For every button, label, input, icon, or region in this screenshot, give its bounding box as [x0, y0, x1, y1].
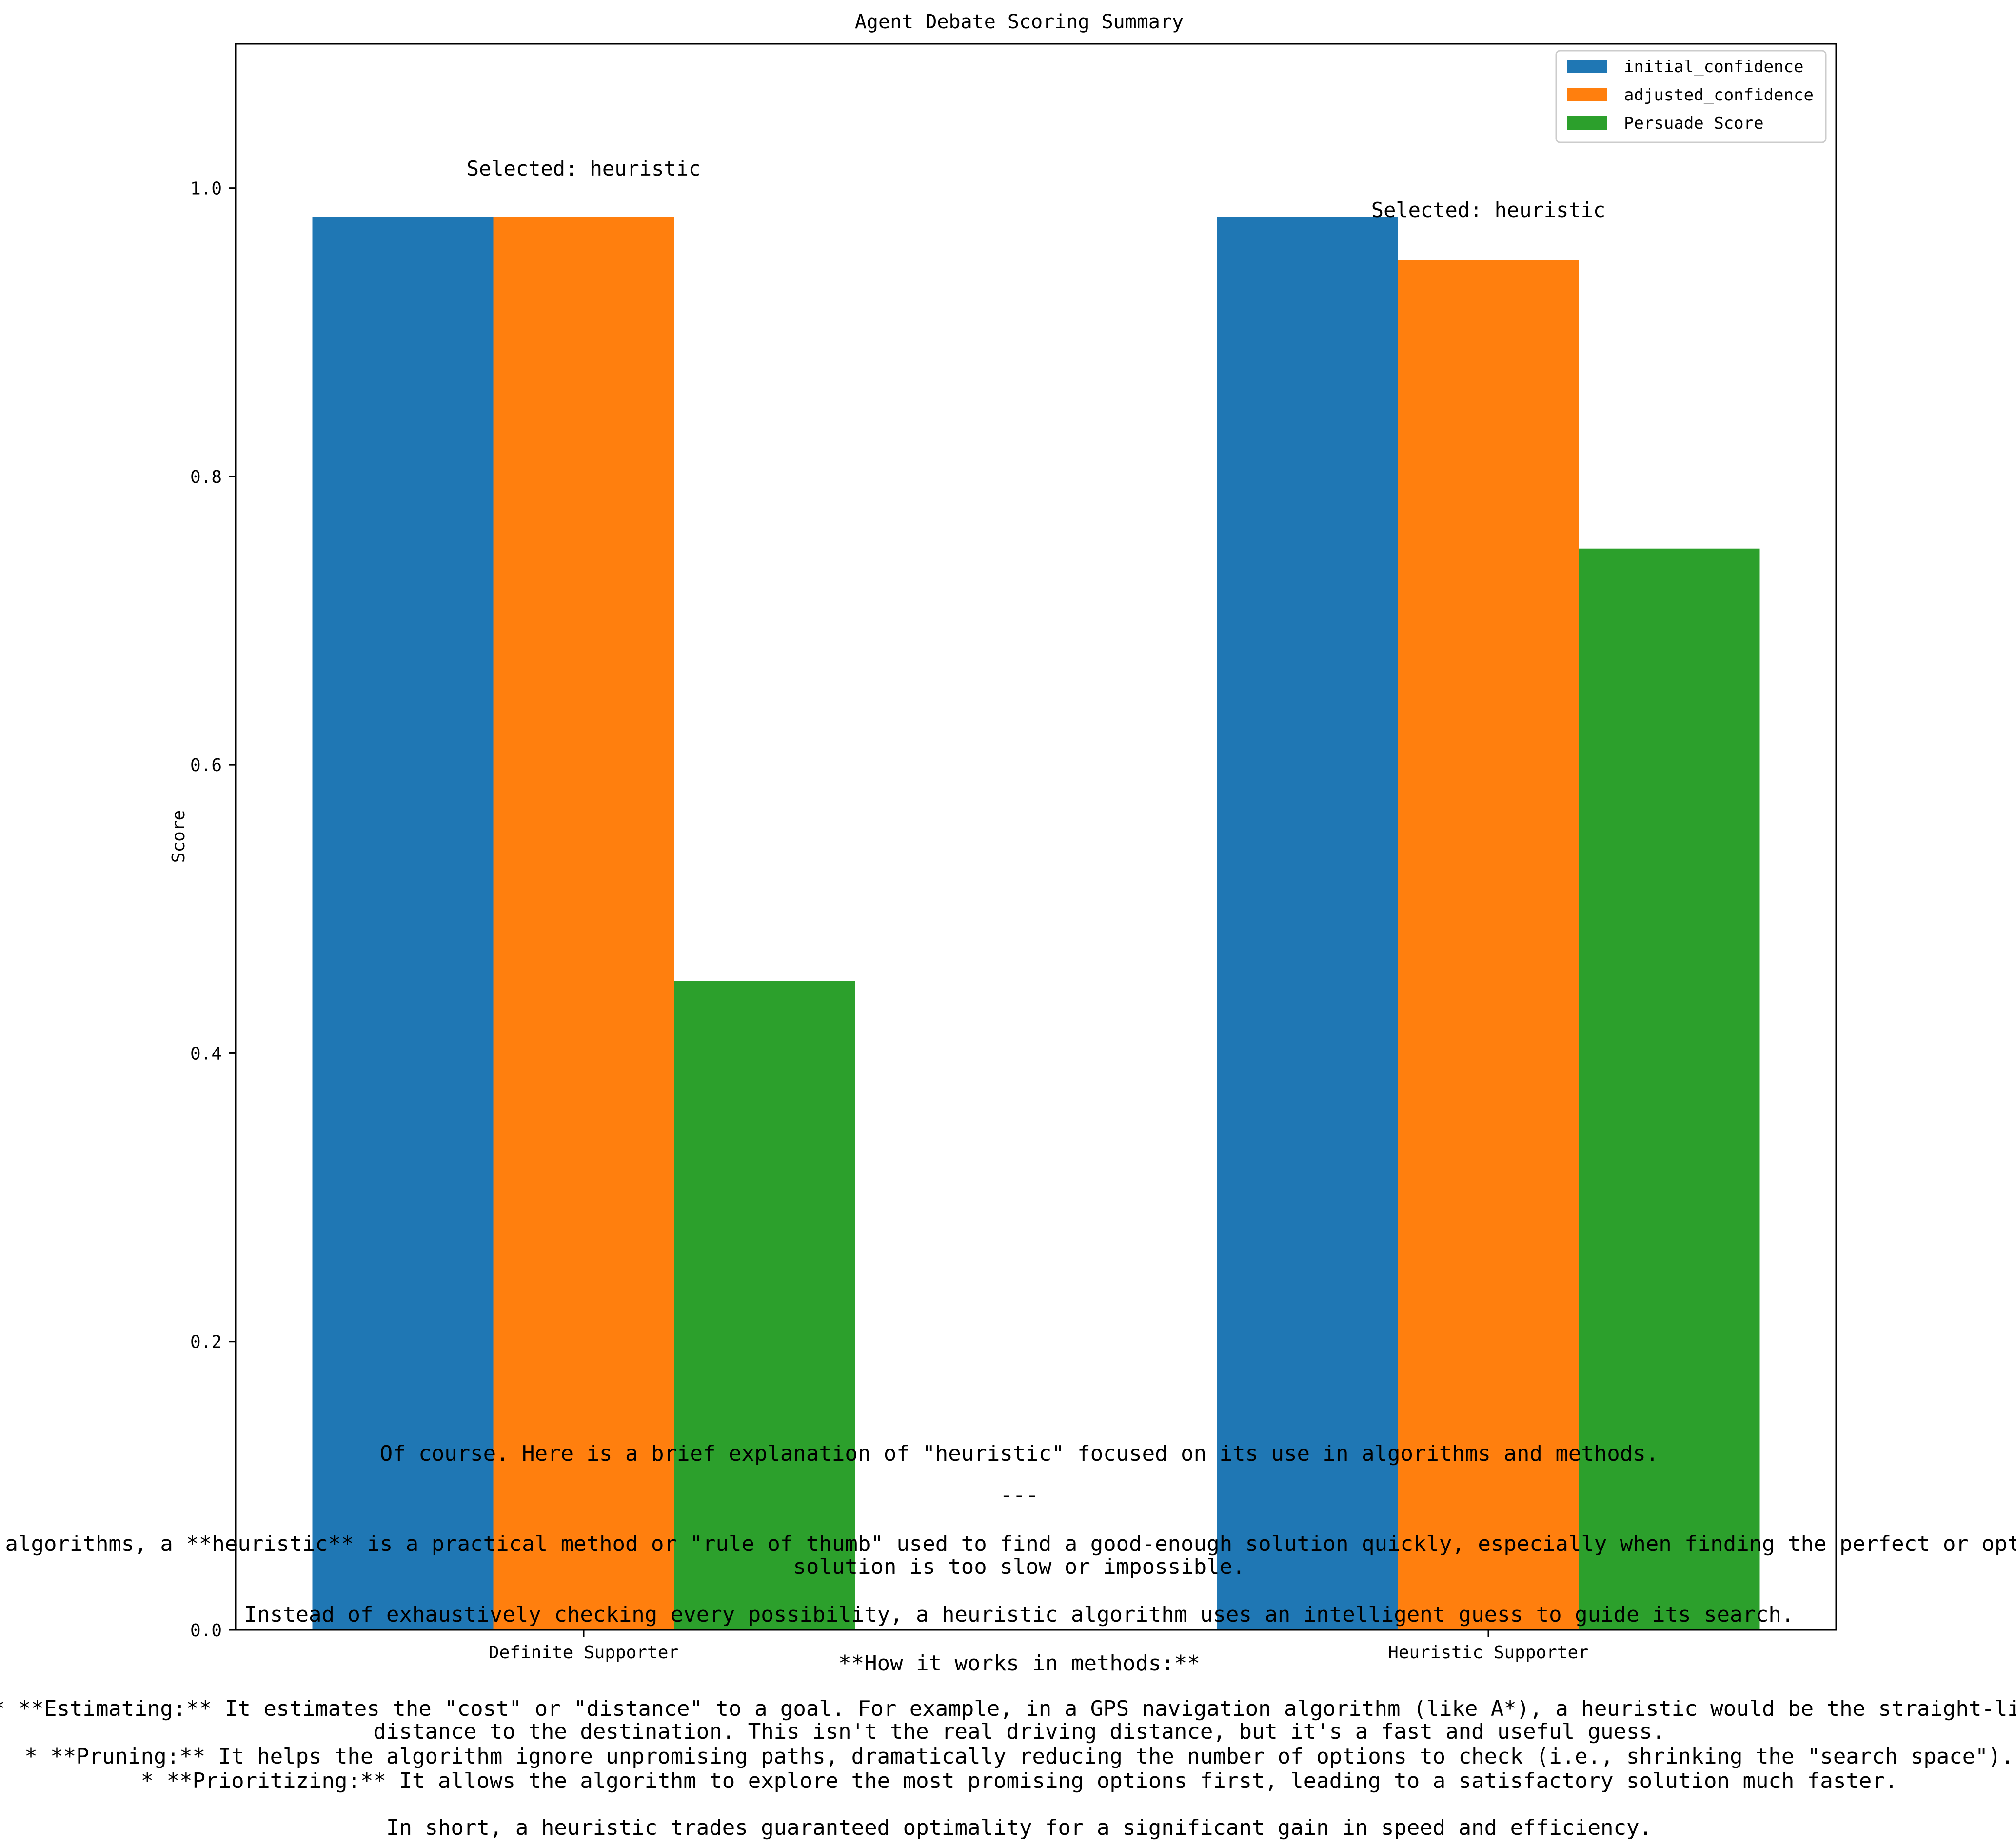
legend-label-1: adjusted_confidence [1624, 85, 1814, 105]
bars-group [312, 217, 1760, 1630]
y-tick-label-2: 0.4 [190, 1044, 222, 1064]
selected-annotation-1: Selected: heuristic [1371, 198, 1605, 222]
y-axis-label: Score [169, 810, 189, 863]
bar-adjusted-confidence-0 [493, 217, 674, 1630]
legend-swatch-1 [1567, 88, 1607, 101]
legend-label-0: initial_confidence [1624, 57, 1803, 77]
legend-box [1555, 50, 1827, 143]
bar-adjusted-confidence-1 [1398, 260, 1579, 1630]
y-axis-ticks: 0.0 0.2 0.4 0.6 0.8 1.0 [190, 179, 236, 1641]
x-tick-label-1: Heuristic Supporter [1388, 1643, 1589, 1663]
selected-annotation-0: Selected: heuristic [467, 157, 701, 180]
bar-initial-confidence-0 [312, 217, 494, 1630]
y-tick-label-3: 0.6 [190, 755, 222, 775]
bar-persuade-score-1 [1579, 548, 1760, 1630]
plot-frame [235, 43, 1837, 1631]
legend-swatch-2 [1567, 116, 1607, 130]
y-tick-label-4: 0.8 [190, 467, 222, 487]
y-tick-label-0: 0.0 [190, 1621, 222, 1641]
x-axis-ticks: Definite Supporter Heuristic Supporter [489, 1630, 1589, 1663]
annotations-group: Selected: heuristic Selected: heuristic [467, 157, 1605, 222]
legend-swatch-0 [1567, 60, 1607, 73]
x-tick-label-0: Definite Supporter [489, 1643, 679, 1663]
legend-label-2: Persuade Score [1624, 114, 1764, 133]
legend: initial_confidence adjusted_confidence Per… [1555, 50, 1827, 143]
bar-persuade-score-0 [674, 981, 855, 1630]
y-tick-label-5: 1.0 [190, 179, 222, 199]
bar-initial-confidence-1 [1217, 217, 1398, 1630]
chart-title: Agent Debate Scoring Summary [855, 11, 1184, 33]
y-tick-label-1: 0.2 [190, 1332, 222, 1352]
